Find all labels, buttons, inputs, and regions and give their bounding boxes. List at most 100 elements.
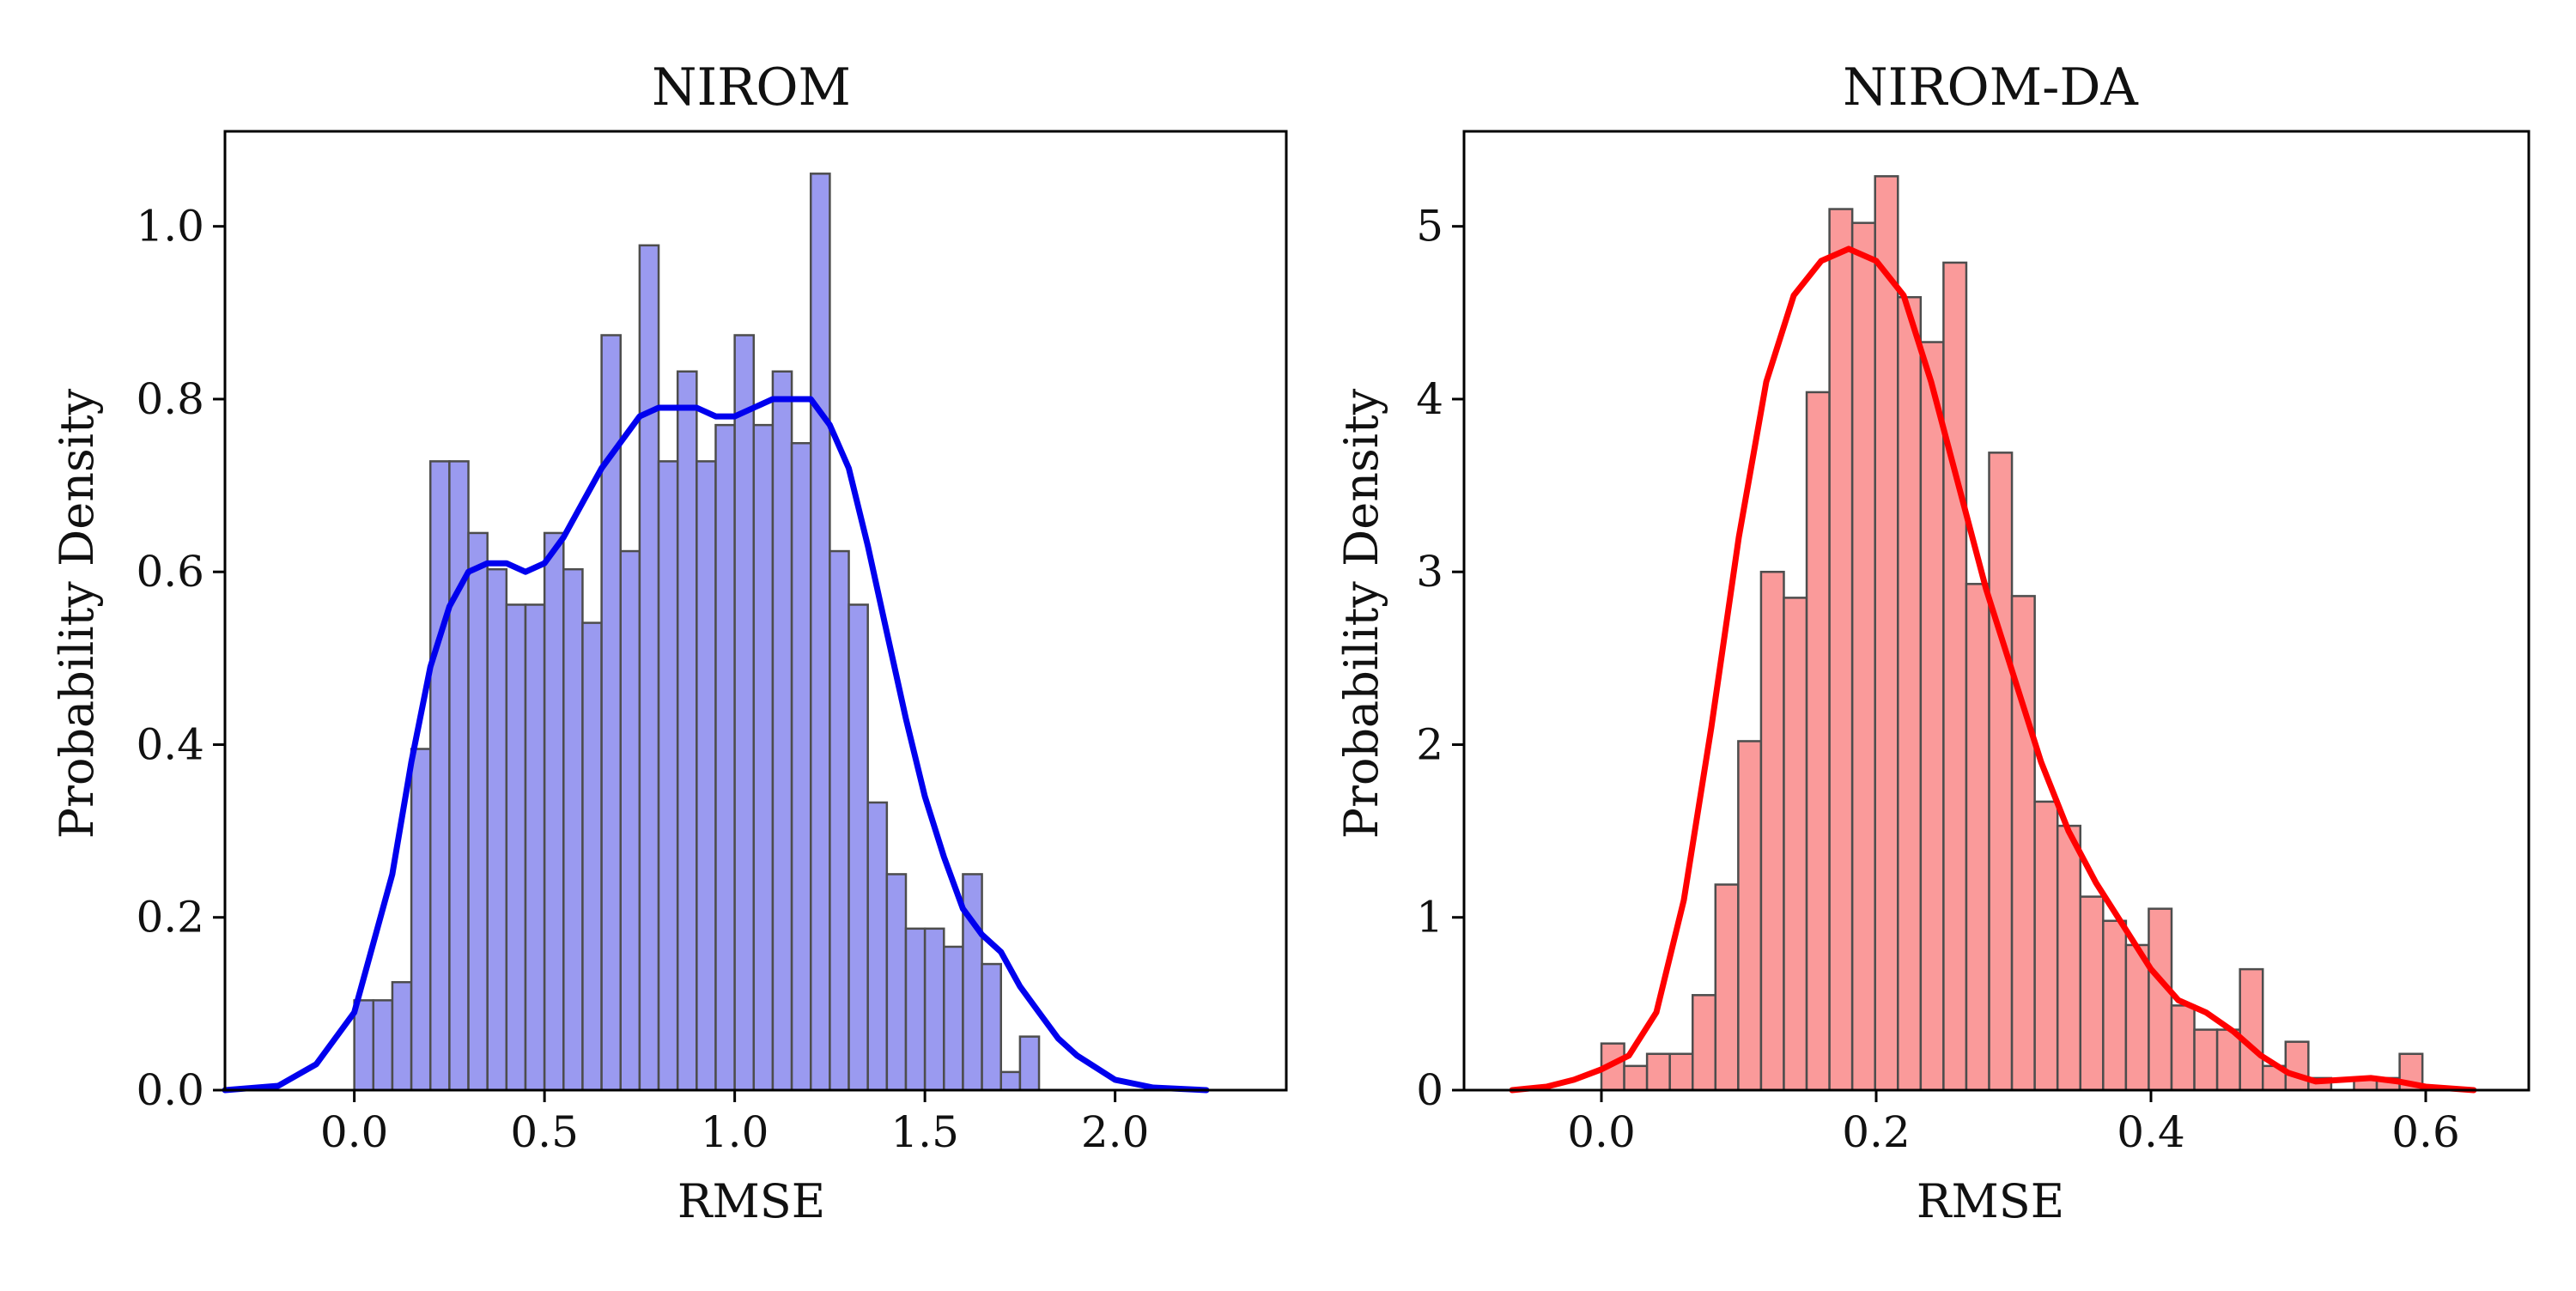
histogram-bar [2193, 1028, 2219, 1092]
x-tick-label: 1.5 [890, 1107, 959, 1157]
panel-nirom: NIROM RMSE Probability Density 0.0 0.5 1.0… [50, 58, 1288, 1228]
histogram-bar [1691, 994, 1717, 1092]
histogram-bar [1668, 1052, 1694, 1092]
kde-line [1509, 245, 2477, 1094]
histogram-bar [676, 370, 698, 1092]
x-tick-label: 0.5 [510, 1107, 579, 1157]
axes-frame [223, 130, 1288, 1092]
histogram-bar [543, 531, 565, 1092]
histogram-bar [848, 603, 869, 1092]
histogram-bar [1714, 883, 1740, 1092]
histogram-bar [1828, 208, 1854, 1092]
histogram-bar [923, 927, 945, 1092]
histogram-bar [372, 999, 394, 1092]
histogram-bar [771, 370, 793, 1092]
chart-title: NIROM [652, 58, 851, 118]
y-axis-label: Probability Density [50, 388, 104, 839]
histogram-bar [733, 334, 756, 1092]
histogram-bar [2033, 800, 2059, 1092]
histogram-bar [581, 621, 603, 1092]
histogram-bar [1018, 1035, 1041, 1092]
histogram-bar [904, 927, 927, 1092]
histogram-bar [2239, 967, 2264, 1092]
histogram-bar [1645, 1052, 1671, 1092]
histogram-bar [999, 1070, 1022, 1092]
histogram-bar [1759, 570, 1785, 1092]
x-tick-label: 0.2 [1842, 1107, 1911, 1157]
y-tick-label: 0 [1416, 1065, 1443, 1115]
histogram-bar [809, 173, 831, 1092]
x-tick-label: 0.6 [2391, 1107, 2460, 1157]
histogram-bar [448, 460, 470, 1092]
histogram-bar [1942, 261, 1968, 1092]
x-tick-label: 0.0 [1567, 1107, 1636, 1157]
x-tick-label: 0.0 [320, 1107, 389, 1157]
y-tick-label: 1.0 [136, 202, 204, 252]
histogram-bar [866, 801, 889, 1092]
histogram-bar [1897, 295, 1923, 1092]
histogram-bar [428, 460, 451, 1092]
histogram-bar [2124, 943, 2150, 1092]
histogram-bar [2010, 595, 2036, 1092]
histogram-bar [524, 603, 546, 1092]
y-tick-label: 5 [1416, 202, 1443, 252]
histogram-bar [714, 423, 736, 1092]
histogram-bar [657, 460, 679, 1092]
histogram-bar [2215, 1028, 2241, 1092]
histogram-bar [505, 603, 527, 1092]
histogram-bars [1600, 175, 2424, 1092]
histogram-bar [752, 423, 775, 1092]
histogram-bar [2102, 919, 2128, 1092]
y-tick-label: 0.6 [136, 547, 204, 597]
histogram-bar [696, 460, 717, 1092]
y-tick-label: 1 [1416, 893, 1443, 942]
axes-frame [1462, 130, 2530, 1092]
histogram-bar [1783, 597, 1808, 1092]
y-tick-label: 4 [1416, 374, 1443, 424]
histogram-bar [1623, 1064, 1649, 1092]
histogram-bar [1874, 175, 1899, 1092]
histogram-bar [1850, 221, 1876, 1092]
histogram-bar [2079, 895, 2105, 1092]
y-tick-label: 3 [1416, 547, 1443, 597]
histogram-bar [981, 962, 1002, 1092]
y-tick-label: 0.2 [136, 893, 204, 942]
x-tick-label: 2.0 [1081, 1107, 1150, 1157]
histogram-bar [2056, 824, 2082, 1092]
histogram-bar [790, 442, 812, 1092]
histogram-bar [486, 567, 508, 1092]
histogram-bar [2170, 1004, 2196, 1092]
histogram-bar [353, 999, 375, 1092]
x-axis-label: RMSE [677, 1174, 825, 1228]
histogram-bar [562, 567, 584, 1092]
histogram-bar [2148, 907, 2173, 1092]
histogram-bar [467, 531, 489, 1092]
histogram-bar [410, 748, 432, 1092]
histogram-bar [1919, 341, 1945, 1092]
y-tick-label: 0.8 [136, 374, 204, 424]
histogram-bar [2284, 1040, 2310, 1092]
histogram-bar [962, 873, 983, 1092]
y-tick-label: 0.4 [136, 719, 204, 769]
histogram-bar [638, 244, 660, 1092]
x-axis-label: RMSE [1917, 1174, 2064, 1228]
histogram-bar [1805, 391, 1831, 1092]
histogram-bar [391, 980, 413, 1092]
y-axis-label: Probability Density [1334, 388, 1388, 839]
y-tick-label: 0.0 [136, 1065, 204, 1115]
histogram-bar [829, 549, 850, 1092]
histogram-bars [353, 173, 1041, 1092]
panel-nirom-da: NIROM-DA RMSE Probability Density 0.0 0.2… [1334, 58, 2530, 1228]
histogram-bar [1988, 452, 2014, 1092]
x-tick-label: 1.0 [701, 1107, 769, 1157]
histogram-bar [619, 549, 641, 1092]
x-tick-label: 0.4 [2117, 1107, 2185, 1157]
histogram-bar [943, 945, 964, 1092]
histogram-bar [885, 873, 908, 1092]
y-tick-label: 2 [1416, 719, 1443, 769]
histogram-bar [1965, 583, 1990, 1092]
chart-title: NIROM-DA [1843, 58, 2138, 118]
histogram-bar [1737, 740, 1763, 1092]
